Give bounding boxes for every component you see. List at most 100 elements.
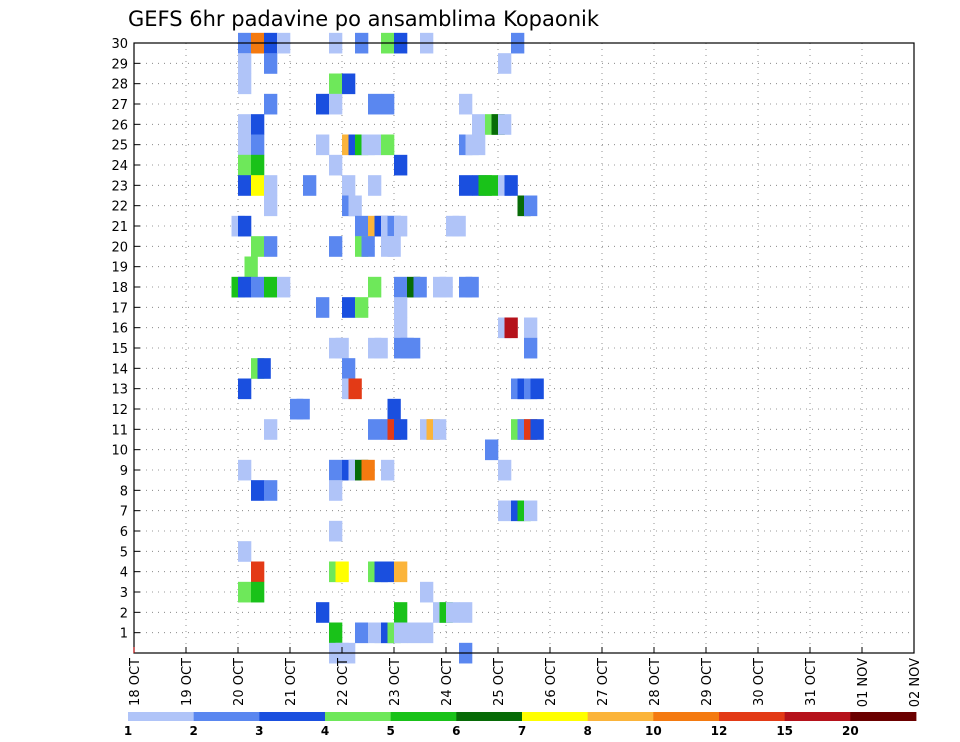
y-tick-label: 9 [120,464,128,479]
heatmap-cell [342,297,356,318]
heatmap-cell [387,236,401,257]
legend-swatch [850,712,917,721]
heatmap-cell [251,561,265,583]
heatmap-cell [407,337,421,359]
heatmap-cell [459,93,473,115]
heatmap-cell [472,134,486,156]
heatmap-cell [264,480,278,501]
heatmap-cell [251,134,265,156]
legend-swatch [259,712,326,721]
legend-label: 20 [842,724,859,738]
heatmap-cell [394,602,408,623]
y-tick-label: 24 [111,159,128,174]
heatmap-cell [348,378,362,400]
heatmap-cell [329,459,343,481]
x-axis: 18 OCT 19 OCT 20 OCT 21 OCT 22 OCT 23 OCT 24 O… [128,647,923,707]
heatmap-cells [231,32,544,664]
heatmap-cell [296,398,310,420]
heatmap-cell [264,175,278,196]
y-tick-label: 21 [111,220,128,235]
y-tick-label: 15 [111,342,128,357]
heatmap-cell [368,93,382,115]
heatmap-cell [394,317,408,339]
heatmap-cell [524,500,538,522]
legend-swatch [522,712,589,721]
legend-label: 7 [518,724,526,738]
legend-label: 3 [255,724,263,738]
y-tick-label: 27 [111,98,128,113]
heatmap-cell [238,541,252,562]
legend-swatch [653,712,720,721]
legend-swatch [456,712,523,721]
heatmap-cell [530,419,544,440]
heatmap-cell [238,53,252,74]
legend-swatch [784,712,851,721]
y-tick-label: 2 [120,606,128,621]
heatmap-cell [368,175,382,196]
heatmap-cell [381,134,395,156]
heatmap-cell [251,154,265,176]
heatmap-cell [329,73,343,95]
legend-label: 4 [321,724,329,738]
y-tick-label: 1 [120,627,128,642]
heatmap-cell [238,378,252,400]
heatmap-cell [524,337,538,359]
y-tick-label: 14 [111,362,128,377]
y-tick-label: 5 [120,545,128,560]
heatmap-cell [238,581,252,603]
heatmap-cell [420,622,434,644]
heatmap-cell [407,622,421,644]
legend-swatch [390,712,457,721]
y-tick-label: 19 [111,261,128,276]
heatmap-cell [257,358,271,379]
heatmap-cell [524,317,538,339]
x-tick-label: 23 OCT [388,658,403,706]
heatmap-cell [465,276,479,298]
heatmap-cell [498,459,512,481]
y-tick-label: 23 [111,179,128,194]
heatmap-cell [394,215,408,237]
x-tick-label: 26 OCT [544,658,559,706]
heatmap-cell [316,134,330,156]
x-tick-label: 02 NOV [908,658,923,707]
y-tick-label: 28 [111,78,128,93]
heatmap-cell [446,602,460,623]
y-tick-label: 20 [111,240,128,255]
heatmap-cell [329,622,343,644]
y-tick-label: 18 [111,281,128,296]
y-tick-label: 25 [111,139,128,154]
heatmap-cell [433,419,447,440]
x-tick-label: 28 OCT [648,658,663,706]
heatmap-cell [368,419,382,440]
heatmap-cell [316,93,330,115]
y-tick-label: 26 [111,118,128,133]
heatmap-cell [355,297,369,318]
y-tick-label: 17 [111,301,128,316]
heatmap-cell [381,459,395,481]
x-tick-label: 20 OCT [232,658,247,706]
y-tick-label: 16 [111,322,128,337]
heatmap-cell [238,114,252,135]
heatmap-cell [459,602,473,623]
heatmap-cell [264,419,278,440]
heatmap-cell [329,236,343,257]
heatmap-cell [329,154,343,176]
x-tick-label: 31 OCT [804,658,819,706]
heatmap-cell [394,154,408,176]
y-tick-label: 4 [120,566,128,581]
y-tick-label: 30 [111,37,128,52]
color-legend: 1 2 3 4 5 6 7 8 10 12 15 20 [124,712,917,738]
heatmap-cell [394,561,408,583]
x-tick-label: 18 OCT [128,658,143,706]
heatmap-cell [251,236,265,257]
heatmap-cell [251,114,265,135]
legend-label: 2 [189,724,197,738]
heatmap-cell [394,276,408,298]
heatmap-cell [381,561,395,583]
heatmap-cell [355,622,369,644]
heatmap-cell [329,93,343,115]
heatmap-cell [420,581,434,603]
x-tick-label: 01 NOV [856,658,871,707]
heatmap-cell [394,297,408,318]
